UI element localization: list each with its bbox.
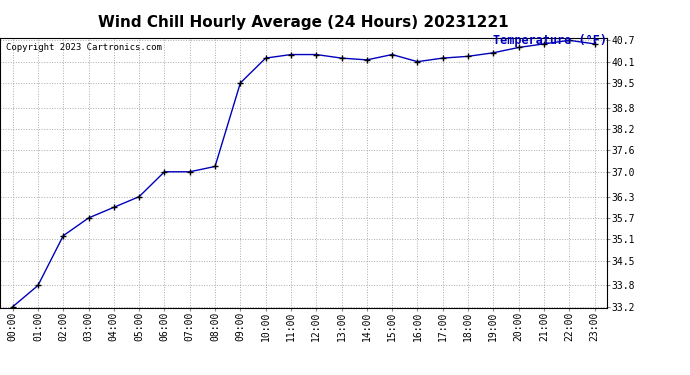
Text: Temperature (°F): Temperature (°F) [493, 34, 607, 47]
Text: Copyright 2023 Cartronics.com: Copyright 2023 Cartronics.com [6, 43, 162, 52]
Text: Wind Chill Hourly Average (24 Hours) 20231221: Wind Chill Hourly Average (24 Hours) 202… [98, 15, 509, 30]
